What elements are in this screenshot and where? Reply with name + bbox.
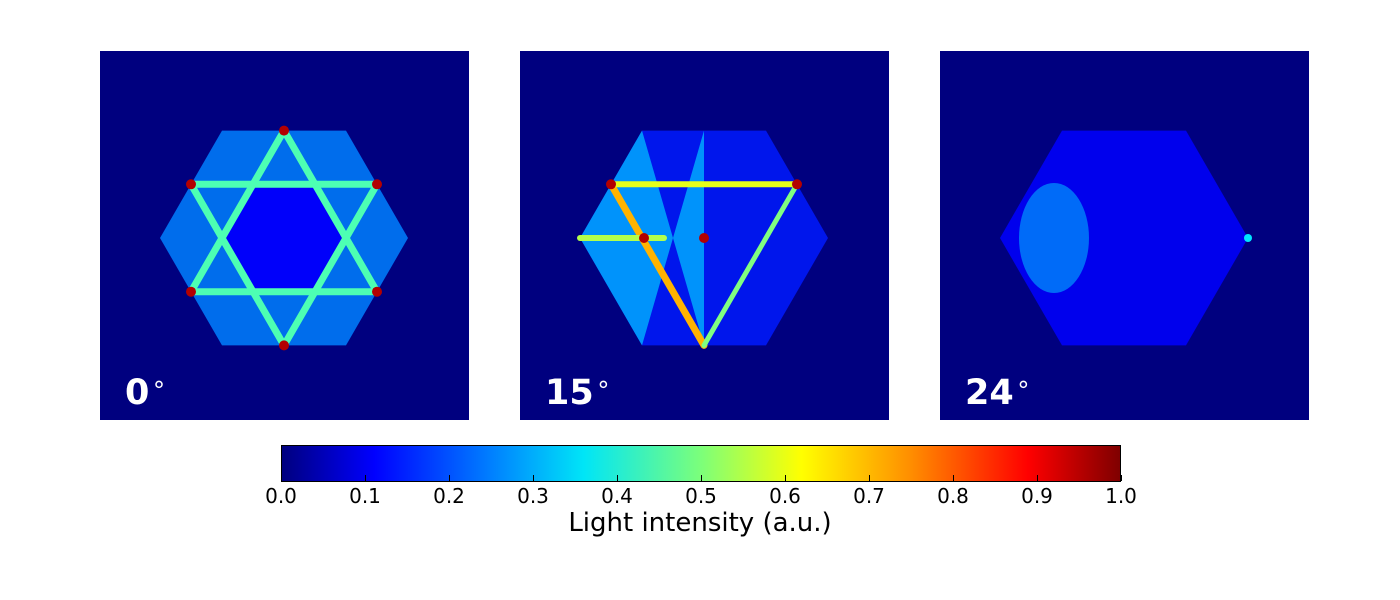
colorbar-tick-label: 0.5 [685, 484, 717, 508]
star-triangle-1 [187, 127, 381, 296]
hotspot-0 [699, 233, 709, 243]
intensity-field-0deg [160, 125, 408, 351]
colorbar-tick-mark [953, 475, 954, 481]
colorbar-tick-label: 0.9 [1021, 484, 1053, 508]
heatmap-panel-24deg: 24∘ [940, 51, 1309, 420]
colorbar-tick-label: 1.0 [1105, 484, 1137, 508]
colorbar-tick-mark [617, 475, 618, 481]
hotspot-5 [372, 179, 382, 190]
heatmap-panel-0deg: 0∘ [100, 51, 469, 420]
colorbar-tick-label: 0.0 [265, 484, 297, 508]
colorbar-tick-mark [449, 475, 450, 481]
angle-label-24deg: 24∘ [965, 370, 1031, 413]
hexagon-region [1000, 130, 1248, 346]
intensity-field-15deg [577, 130, 828, 349]
hotspot-1 [606, 179, 616, 190]
colorbar-tick-mark [1121, 475, 1122, 481]
colorbar-tick-mark [869, 475, 870, 481]
angle-label-0deg: 0∘ [125, 370, 167, 413]
colorbar-tick-mark [365, 475, 366, 481]
colorbar-tick-mark [1037, 475, 1038, 481]
hotspot-right-tip [1244, 234, 1252, 242]
colorbar-tick-mark [785, 475, 786, 481]
colorbar-tick-label: 0.2 [433, 484, 465, 508]
heatmap-panel-15deg: 15∘ [520, 51, 889, 420]
hotspot-3 [639, 233, 649, 243]
hotspot-0 [372, 286, 382, 297]
colorbar-tick-mark [533, 475, 534, 481]
colorbar-title: Light intensity (a.u.) [568, 508, 832, 538]
hotspot-2 [186, 286, 196, 297]
star-triangle-2 [187, 180, 381, 349]
hotspot-1 [279, 340, 289, 351]
hotspot-2 [792, 179, 802, 190]
colorbar-tick-label: 0.1 [349, 484, 381, 508]
colorbar-tick-label: 0.8 [937, 484, 969, 508]
colorbar-tick-label: 0.7 [853, 484, 885, 508]
intensity-field-24deg [1000, 130, 1252, 346]
colorbar-tick-mark [701, 475, 702, 481]
colorbar-tick-mark [281, 475, 282, 481]
faint-left-glow [1019, 183, 1089, 293]
angle-label-15deg: 15∘ [545, 370, 611, 413]
caustic-band-lower [701, 181, 800, 348]
colorbar-tick-label: 0.3 [517, 484, 549, 508]
colorbar-tick-label: 0.4 [601, 484, 633, 508]
colorbar-tick-label: 0.6 [769, 484, 801, 508]
caustic-band-main [607, 180, 708, 349]
inner-core-region [222, 184, 346, 292]
hotspot-3 [186, 179, 196, 190]
hotspot-4 [279, 125, 289, 136]
